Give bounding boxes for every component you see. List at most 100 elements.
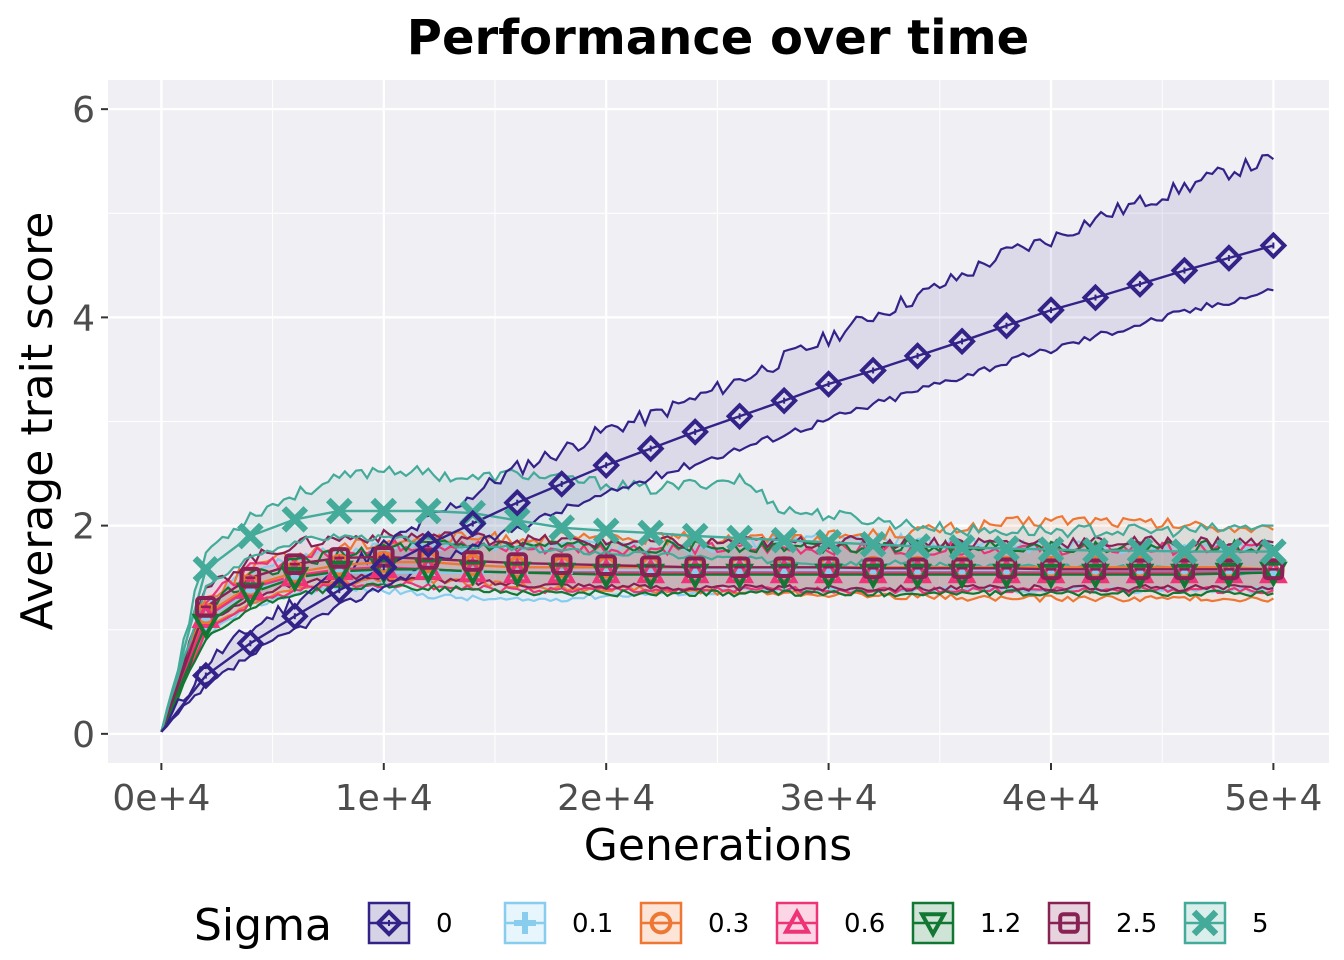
point-sigma-0 — [1037, 296, 1065, 324]
point-sigma-2.5 — [417, 548, 440, 570]
point-sigma-1.2 — [1125, 563, 1155, 590]
x-tick-label: 2e+4 — [557, 778, 655, 819]
point-sigma-2.5 — [1173, 558, 1196, 581]
point-sigma-5 — [637, 519, 664, 547]
point-sigma-0 — [1170, 256, 1199, 285]
point-sigma-2.5 — [1129, 558, 1151, 581]
point-sigma-0 — [992, 311, 1021, 340]
point-sigma-5 — [237, 522, 264, 550]
point-sigma-2.5 — [195, 596, 217, 618]
point-sigma-0.6 — [1125, 557, 1155, 584]
point-sigma-2.5 — [1040, 558, 1062, 581]
point-sigma-5 — [770, 526, 798, 554]
point-sigma-5 — [326, 497, 353, 525]
point-sigma-2.5 — [1084, 558, 1107, 581]
legend-marker-sigma-2.5 — [1058, 912, 1080, 934]
lower-line-sigma-0.3 — [160, 576, 1274, 733]
point-sigma-5 — [815, 528, 842, 556]
point-sigma-0.6 — [591, 557, 621, 584]
legend-label-sigma-0.1: 0.1 — [572, 909, 613, 939]
point-sigma-1.2 — [280, 566, 310, 593]
point-sigma-2.5 — [684, 556, 706, 579]
point-sigma-0.6 — [814, 557, 843, 584]
point-sigma-0 — [903, 342, 932, 370]
x-axis-ticks: 0e+4 1e+4 2e+4 3e+4 4e+4 5e+4 — [112, 763, 1322, 819]
upper-line-sigma-5 — [160, 464, 1274, 733]
point-sigma-1.2 — [1258, 561, 1288, 588]
band-sigma-5 — [161, 466, 1274, 732]
point-sigma-0 — [369, 553, 398, 582]
grid — [108, 80, 1329, 763]
point-sigma-0 — [1259, 231, 1288, 260]
point-sigma-2.5 — [1218, 558, 1240, 581]
point-sigma-0.6 — [858, 557, 888, 584]
point-sigma-0.6 — [636, 557, 666, 584]
point-sigma-0 — [458, 509, 487, 538]
point-sigma-5 — [370, 497, 398, 525]
point-sigma-2.5 — [1262, 558, 1285, 581]
point-sigma-0 — [1215, 244, 1243, 272]
point-sigma-1.2 — [1081, 563, 1110, 590]
point-sigma-0 — [192, 661, 220, 690]
point-sigma-0.6 — [1081, 557, 1110, 584]
legend-title: Sigma — [194, 900, 332, 951]
point-sigma-0.6 — [1036, 557, 1066, 584]
x-tick-label: 4e+4 — [1002, 778, 1100, 819]
point-sigma-0 — [948, 327, 976, 356]
point-sigma-0 — [725, 402, 754, 431]
point-sigma-5 — [192, 556, 220, 583]
legend-marker-sigma-1.2 — [918, 912, 948, 939]
point-sigma-2.5 — [239, 566, 262, 589]
y-tick-label: 2 — [72, 507, 95, 548]
point-sigma-5 — [414, 497, 442, 525]
point-sigma-1.2 — [1170, 563, 1199, 590]
legend-label-sigma-5: 5 — [1252, 909, 1269, 939]
series-markers — [191, 231, 1288, 690]
point-sigma-2.5 — [550, 553, 573, 575]
point-sigma-1.2 — [324, 560, 354, 587]
point-sigma-0 — [681, 418, 709, 446]
point-sigma-2.5 — [951, 557, 973, 580]
point-sigma-5 — [1260, 538, 1287, 565]
point-sigma-2.5 — [995, 557, 1018, 580]
point-sigma-0 — [592, 451, 621, 480]
point-sigma-0 — [1126, 270, 1154, 298]
point-sigma-0 — [236, 629, 265, 658]
point-sigma-5 — [592, 517, 620, 545]
band-sigma-0 — [161, 155, 1274, 732]
point-sigma-0.6 — [992, 557, 1021, 584]
y-axis-ticks: 0 2 4 6 — [72, 90, 108, 756]
point-sigma-0 — [1081, 283, 1110, 312]
point-sigma-0 — [770, 386, 798, 415]
point-sigma-5 — [948, 534, 976, 561]
point-sigma-2.5 — [728, 556, 751, 579]
point-sigma-2.5 — [817, 556, 840, 579]
point-sigma-0 — [814, 370, 843, 398]
legend-marker-sigma-0 — [375, 909, 403, 937]
point-sigma-0.6 — [680, 557, 710, 584]
point-sigma-5 — [281, 506, 309, 533]
legend-label-sigma-0.6: 0.6 — [844, 909, 885, 939]
y-tick-label: 0 — [72, 715, 95, 756]
x-tick-label: 3e+4 — [780, 778, 878, 819]
point-sigma-0 — [547, 470, 576, 498]
point-sigma-5 — [859, 531, 887, 558]
point-sigma-2.5 — [284, 553, 306, 575]
point-sigma-5 — [904, 533, 931, 560]
point-sigma-2.5 — [506, 552, 529, 574]
point-sigma-2.5 — [595, 554, 617, 576]
point-sigma-0 — [280, 602, 309, 631]
point-sigma-1.2 — [1214, 562, 1244, 589]
point-sigma-5 — [548, 514, 576, 541]
point-sigma-5 — [1126, 537, 1154, 564]
point-sigma-2.5 — [639, 555, 662, 578]
y-tick-label: 4 — [72, 298, 95, 339]
y-tick-label: 6 — [72, 90, 95, 131]
x-tick-label: 5e+4 — [1224, 778, 1322, 819]
legend-label-sigma-0.3: 0.3 — [708, 909, 749, 939]
point-sigma-2.5 — [862, 557, 884, 580]
legend-label-sigma-1.2: 1.2 — [980, 909, 1021, 939]
point-sigma-5 — [993, 535, 1020, 562]
point-sigma-2.5 — [461, 550, 484, 572]
